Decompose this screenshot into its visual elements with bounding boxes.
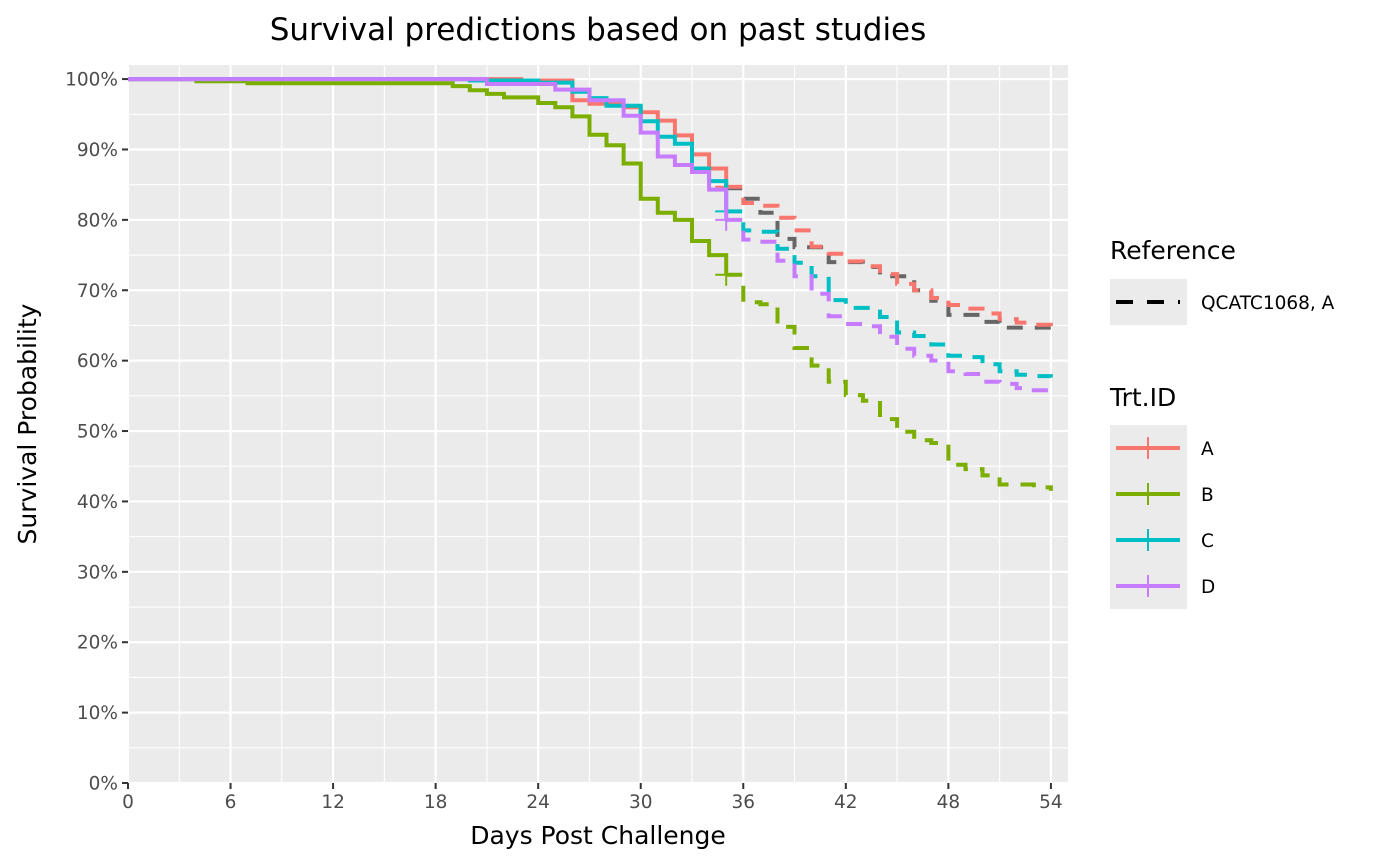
x-tick-label: 12: [321, 792, 345, 813]
x-axis: 0 6 12 18 24 30 36 42 48 54: [122, 783, 1063, 813]
legend: Reference QCATC1068, A Trt.ID A B C D: [1109, 236, 1335, 609]
x-tick-label: 24: [526, 792, 550, 813]
legend-label-b: B: [1201, 485, 1214, 506]
legend-label-c: C: [1201, 531, 1214, 552]
x-tick-label: 6: [225, 792, 237, 813]
y-tick-label: 100%: [65, 70, 118, 91]
x-tick-label: 42: [834, 792, 858, 813]
y-tick-label: 70%: [77, 281, 118, 302]
legend-label-d: D: [1201, 577, 1215, 598]
y-tick-label: 20%: [77, 633, 118, 654]
x-tick-label: 36: [731, 792, 755, 813]
series-prediction-d: [726, 217, 1053, 396]
series-prediction-a: [726, 184, 1053, 329]
y-tick-label: 80%: [77, 210, 118, 231]
y-tick-label: 0%: [89, 774, 118, 795]
grid-major: [126, 65, 1068, 785]
series-observed-b: [128, 77, 729, 275]
y-tick-label: 40%: [77, 492, 118, 513]
legend-title-trt: Trt.ID: [1109, 383, 1176, 412]
series-prediction-c: [726, 209, 1053, 379]
plot-panel: [128, 65, 1068, 783]
x-tick-label: 18: [424, 792, 448, 813]
legend-label-a: A: [1201, 439, 1214, 460]
x-tick-label: 48: [937, 792, 961, 813]
y-tick-label: 50%: [77, 422, 118, 443]
y-tick-label: 60%: [77, 351, 118, 372]
legend-trt-entries: A B C D: [1116, 437, 1215, 598]
x-tick-label: 54: [1039, 792, 1063, 813]
x-tick-label: 30: [629, 792, 653, 813]
grid-minor: [128, 65, 1068, 783]
y-tick-label: 10%: [77, 703, 118, 724]
legend-label-reference: QCATC1068, A: [1201, 293, 1335, 314]
series-layer: [128, 77, 1053, 491]
series-observed-c: [128, 77, 729, 212]
legend-title-reference: Reference: [1110, 236, 1236, 265]
y-tick-label: 90%: [77, 140, 118, 161]
x-tick-label: 0: [122, 792, 134, 813]
chart-title: Survival predictions based on past studi…: [270, 12, 927, 48]
y-axis-title: Survival Probability: [13, 303, 42, 544]
y-axis: 0% 10% 20% 30% 40% 50% 60% 70% 80% 90% 100%: [65, 70, 128, 795]
series-observed-d: [128, 77, 729, 220]
y-tick-label: 30%: [77, 562, 118, 583]
x-axis-title: Days Post Challenge: [470, 821, 726, 850]
